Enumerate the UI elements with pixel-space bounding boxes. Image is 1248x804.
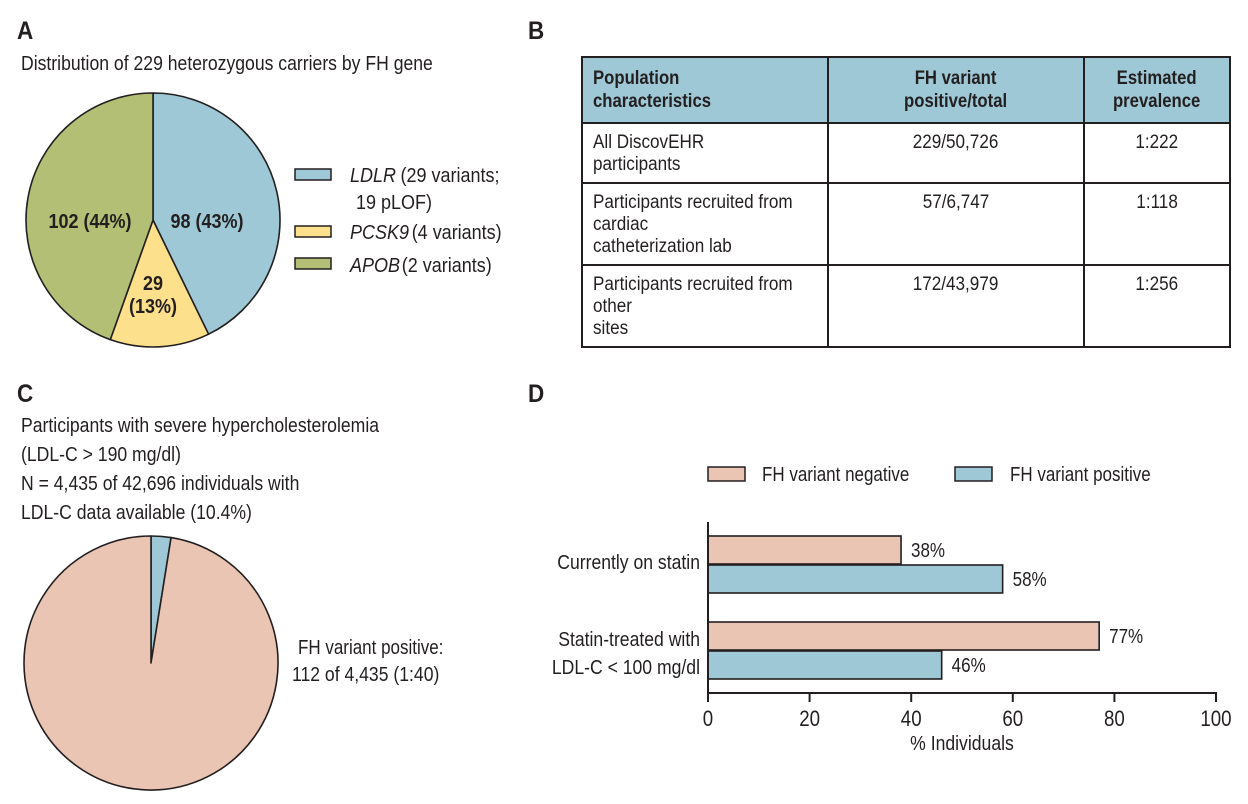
header-population-characteristics: Population characteristics (581, 56, 829, 124)
bar-d-category-labels: Currently on statin Statin-treated with … (552, 551, 700, 678)
legend-label-ldlr-line2: 19 pLOF) (356, 192, 432, 214)
bar-value-label-fh-variant-positive-cat0: 58% (1013, 568, 1047, 591)
legend-swatch-ldlr (294, 168, 332, 181)
panel-c-title-line4: LDL-C data available (10.4%) (21, 502, 252, 524)
pie-a-slices (25, 92, 281, 348)
bar-fh-variant-positive-cat1 (707, 650, 943, 680)
cell-population: Participants recruited from cardiac cathe… (581, 182, 829, 266)
pie-a-slice-ldlr (152, 92, 281, 336)
panel-a-pie-chart: 98 (43%) 29(13%) 102 (44%) LDLR (29 variant… (25, 92, 502, 348)
panel-c-pie-chart: FH variant positive: 112 of 4,435 (1:40) (23, 535, 443, 791)
panel-letter-a: A (17, 17, 34, 45)
bar-value-label-fh-variant-positive-cat1: 46% (952, 654, 986, 677)
bar-value-label-fh-variant-negative-cat1: 77% (1109, 625, 1143, 648)
pie-c-annotation-line2: 112 of 4,435 (1:40) (292, 663, 439, 685)
pie-c-slice-fh-variant-negative (23, 535, 279, 791)
category-label-statin-treated-line1: Statin-treated with (558, 628, 700, 650)
legend-label-negative: FH variant negative (762, 463, 909, 486)
pie-a-label-apob: 102 (44%) (48, 211, 131, 233)
panel-a-title: Distribution of 229 heterozygous carrier… (21, 53, 433, 75)
x-tick-label-40: 40 (901, 708, 922, 732)
panel-letter-b: B (528, 17, 545, 45)
table-row: Participants recruited from cardiac cathe… (581, 182, 1231, 266)
panel-letter-d: D (528, 380, 545, 408)
legend-swatch-negative (707, 466, 746, 482)
header-fh-variant-positive-total: FH variant positive/total (827, 56, 1085, 124)
cell-population: Participants recruited from other sites (581, 264, 829, 348)
legend-label-apob: APOB(2 variants) (349, 255, 492, 277)
pie-a-label-ldlr: 98 (43%) (170, 211, 243, 233)
pie-c-slices (23, 535, 279, 791)
pie-a-label-pcsk9: 29 (143, 273, 163, 295)
header-estimated-prevalence: Estimated prevalence (1083, 56, 1231, 124)
cell-prevalence: 1:222 (1083, 122, 1231, 184)
bar-value-label-fh-variant-negative-cat0: 38% (911, 539, 945, 562)
x-axis-label: % Individuals (910, 732, 1014, 754)
panel-c-title-line3: N = 4,435 of 42,696 individuals with (21, 473, 300, 495)
cell-prevalence: 1:118 (1083, 182, 1231, 266)
cell-prevalence: 1:256 (1083, 264, 1231, 348)
pie-a-slice-apob (25, 92, 154, 341)
table-row: Participants recruited from other sites 1… (581, 264, 1231, 348)
panel-c-title-line1: Participants with severe hypercholestero… (21, 415, 380, 437)
legend-swatch-positive (954, 466, 993, 482)
category-label-currently-on-statin: Currently on statin (557, 551, 700, 573)
cell-positive-total: 229/50,726 (827, 122, 1085, 184)
legend-label-ldlr: LDLR (29 variants; (350, 165, 499, 187)
cell-population: All DiscovEHR participants (581, 122, 829, 184)
bar-d-x-axis: 0 20 40 60 80 100 (703, 522, 1232, 731)
bar-fh-variant-negative-cat1 (707, 621, 1100, 651)
x-tick-label-100: 100 (1200, 708, 1231, 732)
legend-swatch-apob (294, 257, 332, 270)
cell-positive-total: 57/6,747 (827, 182, 1085, 266)
bar-d-legend: FH variant negative FH variant positive (707, 463, 1151, 486)
table-row: All DiscovEHR participants 229/50,726 1:… (581, 122, 1231, 184)
x-tick-label-60: 60 (1002, 708, 1023, 732)
population-table: Population characteristics FH variant pos… (581, 56, 1231, 348)
x-tick-label-20: 20 (799, 708, 820, 732)
pie-a-labels: 98 (43%) 29(13%) 102 (44%) (48, 211, 243, 318)
x-tick-label-0: 0 (703, 708, 713, 732)
pie-c-annotation-line1: FH variant positive: (298, 636, 443, 659)
pie-a-slice-pcsk9 (109, 219, 210, 348)
panel-letter-c: C (17, 380, 34, 408)
panel-c-title-line2: (LDL-C > 190 mg/dl) (21, 444, 181, 466)
category-label-statin-treated-line2: LDL-C < 100 mg/dl (552, 656, 700, 678)
x-tick-label-80: 80 (1104, 708, 1125, 732)
legend-label-positive: FH variant positive (1010, 463, 1151, 486)
pie-a-label-pcsk9-line2: (13%) (129, 296, 177, 318)
pie-a-legend: LDLR (29 variants; 19 pLOF) PCSK9 (4 varia… (294, 165, 502, 277)
legend-label-pcsk9: PCSK9 (4 variants) (350, 222, 502, 244)
bar-fh-variant-negative-cat0 (707, 535, 902, 565)
bar-d-bars: 38% 58% 77% 46% (707, 535, 1143, 680)
cell-positive-total: 172/43,979 (827, 264, 1085, 348)
legend-swatch-pcsk9 (294, 225, 332, 238)
table-header-row: Population characteristics FH variant pos… (581, 56, 1231, 124)
bar-fh-variant-positive-cat0 (707, 564, 1004, 594)
